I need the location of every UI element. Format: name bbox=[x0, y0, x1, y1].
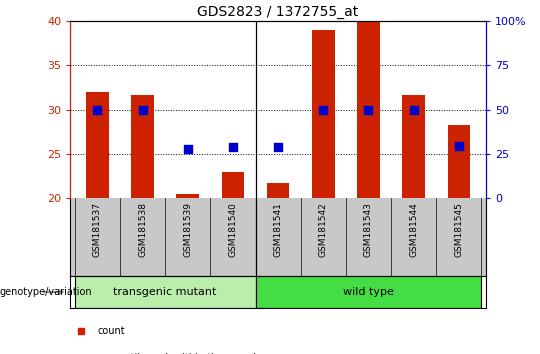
Point bbox=[184, 146, 192, 152]
Bar bbox=[402, 95, 425, 198]
Text: GSM181538: GSM181538 bbox=[138, 202, 147, 257]
Point bbox=[364, 107, 373, 113]
Bar bbox=[357, 21, 380, 198]
Text: GSM181541: GSM181541 bbox=[274, 202, 282, 257]
Bar bbox=[221, 172, 244, 198]
Text: percentile rank within the sample: percentile rank within the sample bbox=[97, 353, 262, 354]
Text: GSM181542: GSM181542 bbox=[319, 202, 328, 257]
Title: GDS2823 / 1372755_at: GDS2823 / 1372755_at bbox=[198, 5, 359, 19]
Bar bbox=[131, 95, 154, 198]
Text: transgenic mutant: transgenic mutant bbox=[113, 287, 217, 297]
Point bbox=[274, 144, 282, 150]
Text: GSM181537: GSM181537 bbox=[93, 202, 102, 257]
Text: GSM181540: GSM181540 bbox=[228, 202, 238, 257]
Bar bbox=[75, 276, 255, 308]
Text: count: count bbox=[97, 326, 125, 336]
Text: genotype/variation: genotype/variation bbox=[0, 287, 93, 297]
Point bbox=[319, 107, 328, 113]
Text: wild type: wild type bbox=[343, 287, 394, 297]
Bar bbox=[267, 183, 289, 198]
Point bbox=[409, 107, 418, 113]
Bar bbox=[86, 92, 109, 198]
Bar bbox=[255, 276, 482, 308]
Bar bbox=[448, 125, 470, 198]
Text: GSM181545: GSM181545 bbox=[454, 202, 463, 257]
Text: GSM181544: GSM181544 bbox=[409, 202, 418, 257]
Text: GSM181543: GSM181543 bbox=[364, 202, 373, 257]
Text: GSM181539: GSM181539 bbox=[183, 202, 192, 257]
Bar bbox=[312, 30, 335, 198]
Point bbox=[93, 107, 102, 113]
Bar bbox=[177, 194, 199, 198]
Point bbox=[138, 107, 147, 113]
Point bbox=[228, 145, 237, 150]
Point bbox=[455, 143, 463, 149]
